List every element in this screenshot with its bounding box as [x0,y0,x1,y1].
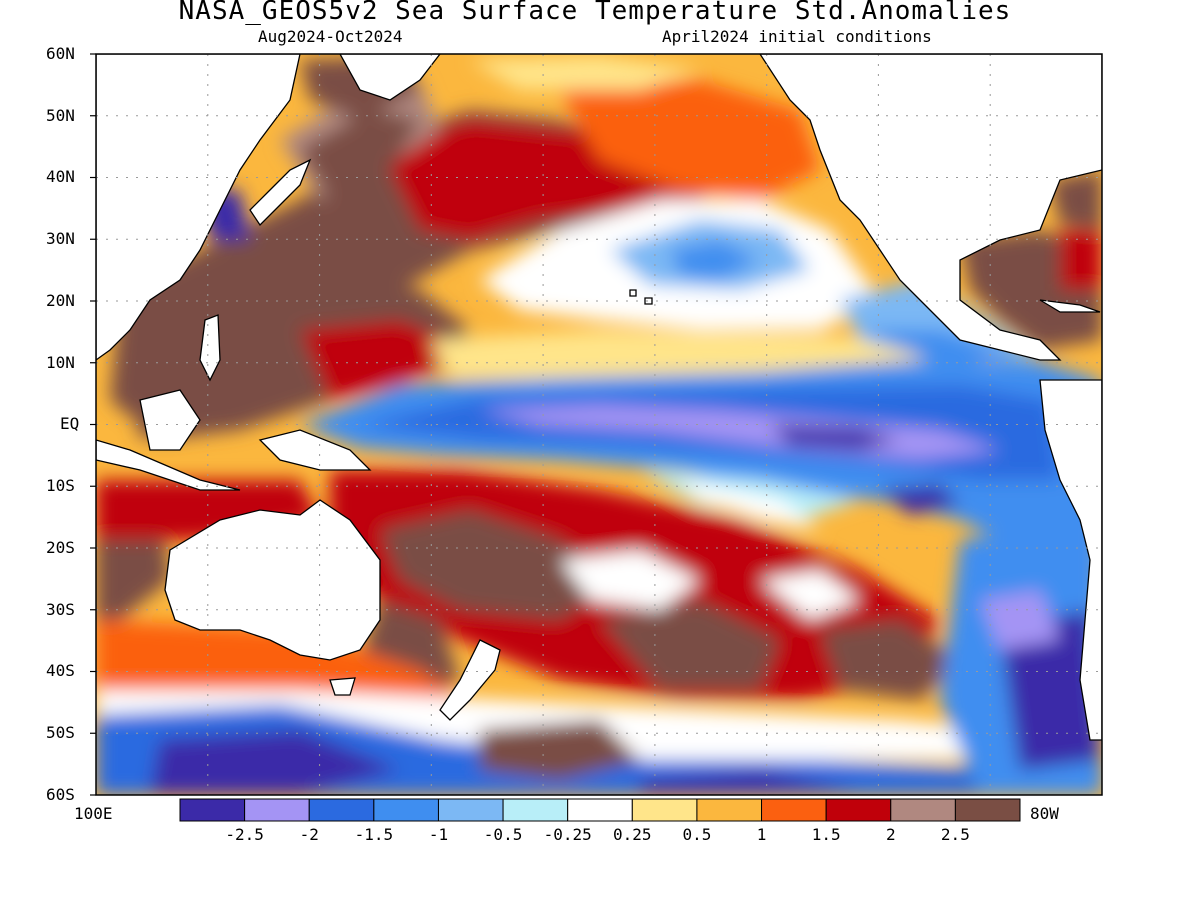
lon-label-right: 80W [1030,804,1059,823]
colorbar-swatch [890,798,956,822]
northeast-pacific-warm [560,80,820,200]
equatorial-coldest [770,425,900,450]
colorbar-swatch [761,798,827,822]
colorbar: -2.5 -2 -1.5 -1 -0.5 -0.25 0.25 0.5 1 1.5 2 2.5 [179,798,1021,844]
colorbar-swatch [179,798,246,822]
south-pacific-white-eddies-2 [760,570,860,620]
lat-label-30n: 30N [46,229,75,248]
colorbar-tick-label: 2.5 [941,825,970,844]
lat-ticks [90,53,96,796]
land-masses [96,54,1102,741]
philippines-land [199,314,221,382]
lat-label-50n: 50N [46,106,75,125]
lon-label-left: 100E [74,804,113,823]
lat-lon-grid [96,54,1102,795]
tasmania-land [329,677,356,696]
northeast-pacific-yellow [470,56,700,90]
cold-tongue-white [680,480,820,530]
colorbar-tick-label: 1.5 [812,825,841,844]
lat-label-20s: 20S [46,538,75,557]
southern-ocean-brown [480,720,640,780]
colorbar-swatch [631,798,698,822]
colorbar-tick-label: 0.5 [682,825,711,844]
colorbar-swatch [437,798,504,822]
western-pacific-warm-pool [110,270,470,440]
cuba-land [1039,299,1101,313]
australia-land [164,499,381,661]
lat-label-60s: 60S [46,785,75,804]
southeast-pacific-coldest [1000,610,1100,770]
lat-label-40n: 40N [46,167,75,186]
colorbar-swatch [696,798,763,822]
colorbar-tick-label: -2.5 [225,825,264,844]
lat-label-10n: 10N [46,353,75,372]
south-pacific-brown-2 [600,600,780,690]
lat-label-20n: 20N [46,291,75,310]
anomaly-field [96,54,1102,795]
subtropical-blue [670,240,760,280]
colorbar-tick-label: -1.5 [355,825,394,844]
lat-label-eq: EQ [60,414,80,433]
atlantic-warm [1050,170,1102,230]
new-guinea-land [258,429,372,471]
lat-label-60n: 60N [46,44,75,63]
south-america-land [1039,379,1102,741]
kuroshio-dark [300,110,420,200]
southern-ocean-coldest [150,730,400,795]
map-title: NASA_GEOS5v2 Sea Surface Temperature Std… [178,0,1012,26]
gulf-of-mexico-red [1060,230,1102,290]
chile-purple [980,590,1060,650]
initial-conditions: April2024 initial conditions [662,27,932,46]
southern-ocean-coldest-2 [640,770,860,795]
south-pacific-brown [380,510,620,620]
colorbar-tick-label: -2 [300,825,319,844]
colorbar-swatch [373,798,439,822]
japan-land [249,158,312,227]
lat-label-50s: 50S [46,723,75,742]
colorbar-tick-label: -1 [429,825,448,844]
colorbar-swatch [308,798,375,822]
lat-label-40s: 40S [46,661,75,680]
south-pacific-white-eddies [560,550,700,610]
forecast-period: Aug2024-Oct2024 [258,27,403,46]
warm-pool-red [300,320,470,400]
lat-label-30s: 30S [46,600,75,619]
colorbar-swatch [502,798,569,822]
lat-label-10s: 10S [46,476,75,495]
colorbar-swatch [567,798,633,822]
sumatra-java-land [96,439,241,491]
new-zealand-land [439,639,501,721]
north-america-land [759,54,1102,361]
map-panel [96,54,1102,795]
colorbar-tick-label: 2 [886,825,896,844]
borneo-land [139,389,201,451]
colorbar-tick-label: 0.25 [613,825,652,844]
colorbar-tick-label: -0.5 [484,825,523,844]
mexico-coast-blue [860,330,1020,365]
equatorial-coldest-2 [880,485,960,515]
colorbar-tick-label: 1 [757,825,767,844]
asia-land [96,54,301,361]
colorbar-swatch [825,798,892,822]
colorbar-tick-label: -0.25 [544,825,592,844]
kamchatka-land [339,54,441,101]
colorbar-swatch [954,798,1021,822]
south-pacific-brown-3 [820,620,960,700]
colorbar-swatch [244,798,310,822]
